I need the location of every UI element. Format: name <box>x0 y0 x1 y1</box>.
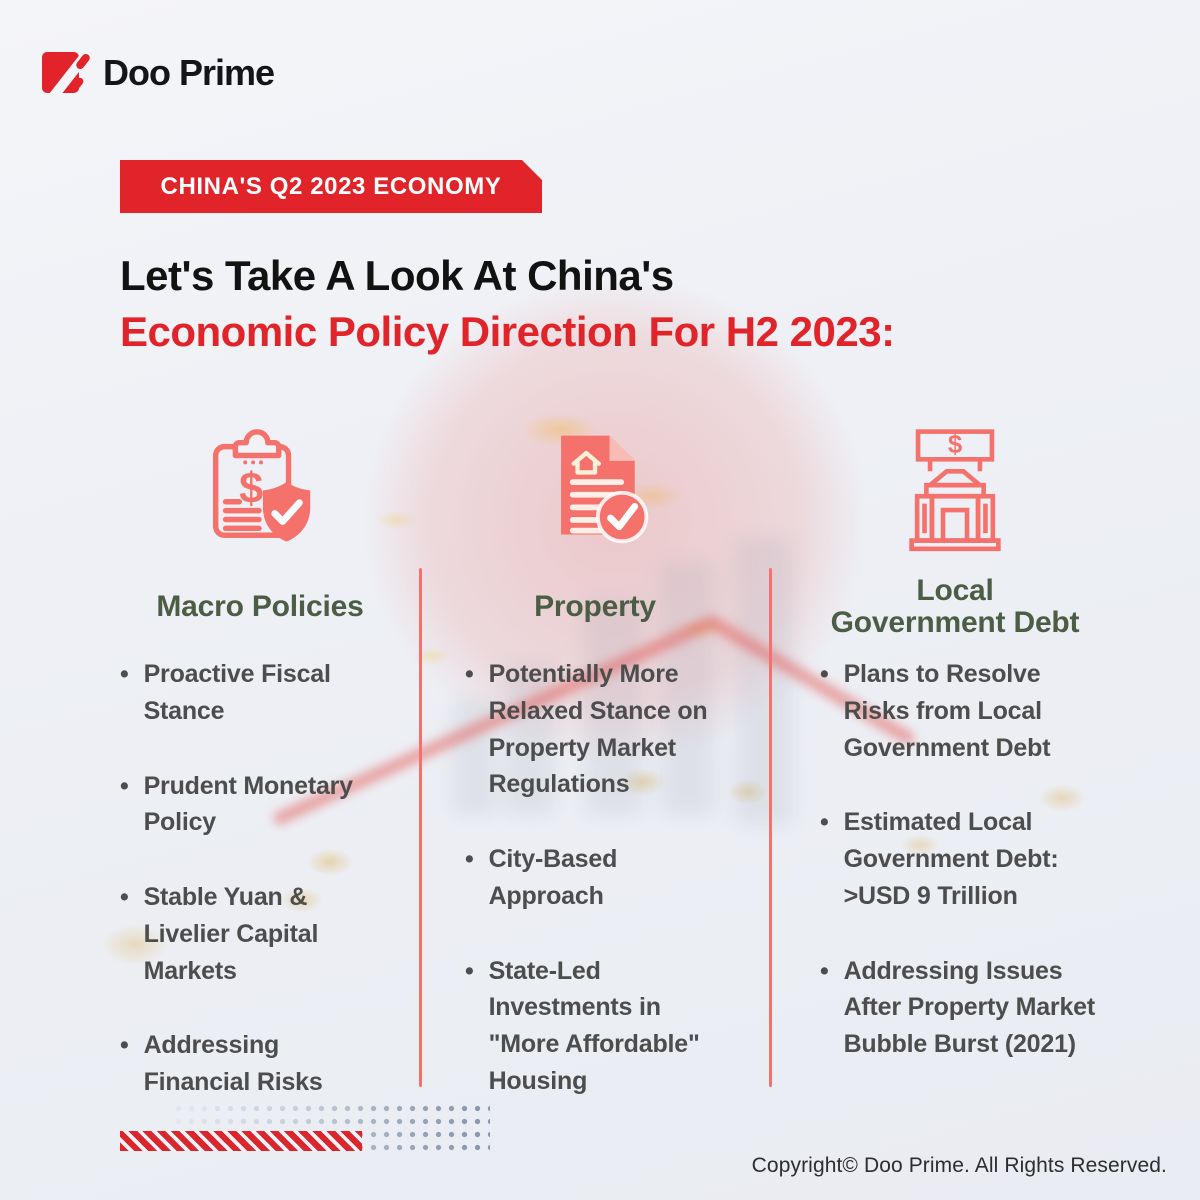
list-item-text: Prudent Monetary Policy <box>143 771 354 837</box>
column-property: Property Potentially More Relaxed Stance… <box>445 420 745 1138</box>
list-item: Addressing Financial Risks <box>120 1027 420 1101</box>
column-header-line: Local <box>916 573 994 607</box>
background-bar-chart-shape <box>735 538 793 825</box>
background-bar-chart-shape <box>660 562 715 815</box>
column-header: Property <box>534 570 656 644</box>
bullet-list: Potentially More Relaxed Stance on Prope… <box>445 656 745 1138</box>
bullet-dot <box>820 953 829 1063</box>
list-item: Addressing Issues After Property Market … <box>820 953 1110 1063</box>
bank-building-icon: $ <box>895 420 1015 554</box>
bullet-list: Plans to Resolve Risks from Local Govern… <box>800 656 1110 1101</box>
list-item: State-Led Investments in "More Affordabl… <box>465 953 745 1100</box>
list-item: Plans to Resolve Risks from Local Govern… <box>820 656 1110 766</box>
column-header: Local Government Debt <box>831 570 1080 644</box>
clipboard-shield-icon: $ <box>196 420 324 554</box>
bullet-list: Proactive Fiscal Stance Prudent Monetary… <box>100 656 420 1139</box>
document-house-check-icon <box>532 420 658 554</box>
list-item-text: City-Based Approach <box>488 845 618 910</box>
title-line-1: Let's Take A Look At China's <box>120 252 674 299</box>
column-header-line: Government Debt <box>830 606 1080 639</box>
topic-badge-label: CHINA'S Q2 2023 ECONOMY <box>160 172 502 200</box>
list-item-text: Stable Yuan & Livelier Capital Markets <box>143 883 319 985</box>
svg-text:$: $ <box>239 465 263 513</box>
bullet-dot <box>120 879 129 989</box>
list-item: Estimated Local Government Debt: >USD 9 … <box>820 804 1110 914</box>
topic-badge: CHINA'S Q2 2023 ECONOMY <box>120 160 542 213</box>
bullet-dot <box>465 841 474 915</box>
background-bar-chart-shape <box>585 600 643 815</box>
column-macro-policies: $ Macro Policies Proactive Fiscal Stance… <box>100 420 420 1139</box>
svg-text:$: $ <box>948 431 962 459</box>
column-header: Macro Policies <box>156 570 363 644</box>
list-item: Stable Yuan & Livelier Capital Markets <box>120 879 420 989</box>
title-line-2: Economic Policy Direction For H2 2023: <box>120 308 895 356</box>
list-item: City-Based Approach <box>465 841 745 915</box>
list-item: Proactive Fiscal Stance <box>120 656 420 730</box>
doo-prime-logo-icon <box>42 48 93 100</box>
bullet-dot <box>465 656 474 803</box>
list-item-text: Proactive Fiscal Stance <box>143 660 331 725</box>
list-item: Potentially More Relaxed Stance on Prope… <box>465 656 745 803</box>
brand-logo: Doo Prime <box>42 48 275 100</box>
bullet-dot <box>465 953 474 1100</box>
bullet-dot <box>120 656 129 730</box>
list-item-text: Potentially More Relaxed Stance on Prope… <box>488 660 708 799</box>
column-header-line: Macro Policies <box>156 589 364 623</box>
list-item-text: Plans to Resolve Risks from Local Govern… <box>843 660 1051 762</box>
column-divider <box>769 568 772 1087</box>
page-title: Let's Take A Look At China's Economic Po… <box>120 248 895 361</box>
column-divider <box>419 568 422 1087</box>
bullet-dot <box>120 768 129 842</box>
column-local-government-debt: $ Local Government Debt Plans to Resolve… <box>800 420 1110 1101</box>
bullet-dot <box>820 656 829 766</box>
bullet-dot <box>120 1027 129 1101</box>
bullet-dot <box>820 804 829 914</box>
list-item-text: Estimated Local Government Debt: >USD 9 … <box>843 808 1059 910</box>
list-item-text: Addressing Financial Risks <box>143 1031 323 1096</box>
column-header-line: Property <box>534 589 656 623</box>
list-item: Prudent Monetary Policy <box>120 768 420 842</box>
list-item-text: State-Led Investments in "More Affordabl… <box>488 956 700 1095</box>
striped-bar-decoration <box>120 1131 362 1151</box>
brand-name: Doo Prime <box>103 51 275 93</box>
list-item-text: Addressing Issues After Property Market … <box>843 956 1096 1059</box>
copyright-text: Copyright© Doo Prime. All Rights Reserve… <box>751 1154 1167 1177</box>
